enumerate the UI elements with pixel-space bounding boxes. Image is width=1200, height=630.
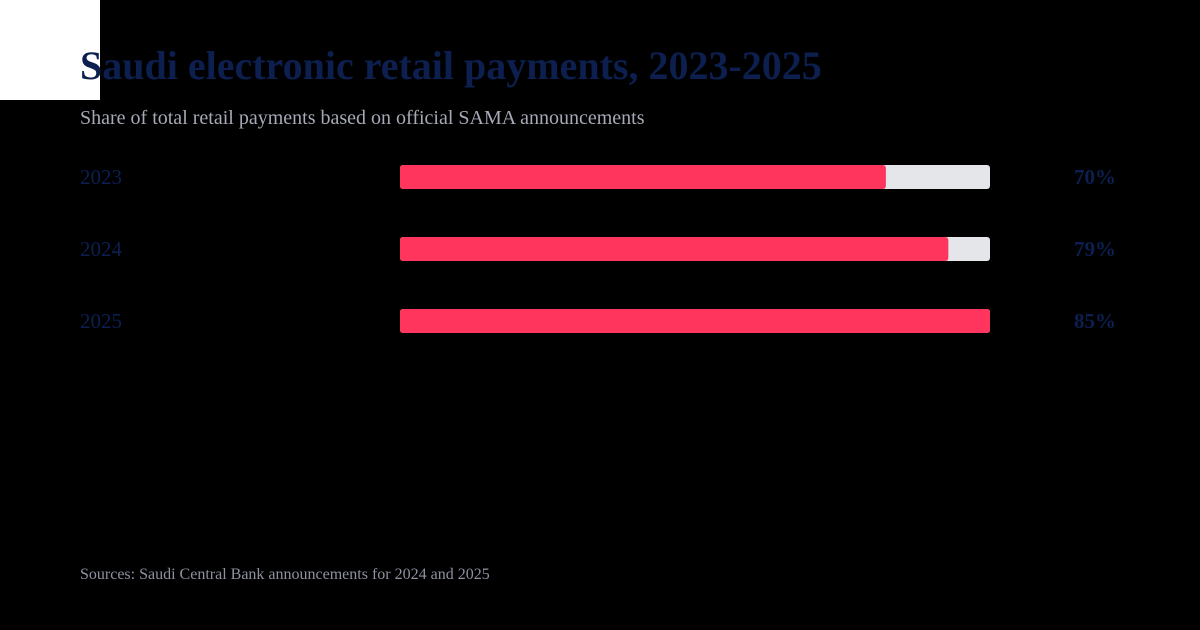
value-label: 70% (1074, 165, 1116, 189)
chart-subtitle: Share of total retail payments based on … (80, 107, 645, 129)
bar (400, 165, 886, 189)
value-label: 85% (1074, 309, 1116, 333)
corner-block (0, 0, 100, 100)
category-label: 2023 (80, 165, 122, 189)
category-label: 2024 (80, 237, 123, 261)
bar (400, 237, 949, 261)
bar (400, 309, 990, 333)
chart-title: Saudi electronic retail payments, 2023-2… (80, 43, 822, 88)
category-label: 2025 (80, 309, 122, 333)
value-label: 79% (1074, 237, 1116, 261)
source-note: Sources: Saudi Central Bank announcement… (80, 566, 490, 583)
